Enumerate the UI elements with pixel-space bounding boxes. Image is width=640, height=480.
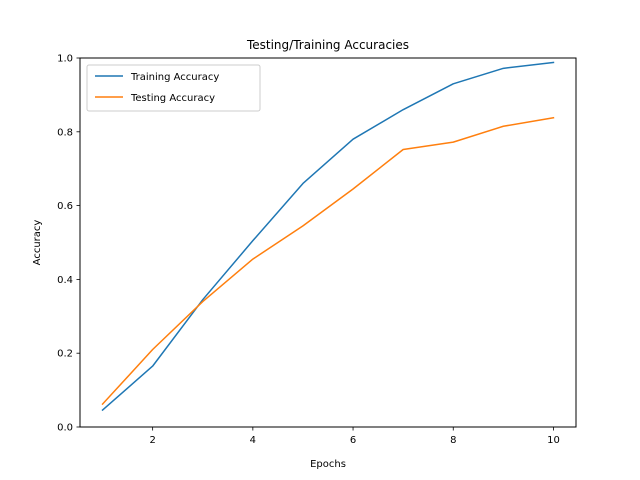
x-axis-label: Epochs: [310, 459, 346, 470]
x-tick-label: 4: [250, 435, 256, 446]
y-axis: 0.0 0.2 0.4 0.6 0.8 1.0: [57, 54, 80, 434]
y-tick-label: 0.0: [57, 423, 73, 434]
y-tick-label: 0.6: [57, 201, 73, 212]
y-tick-label: 0.8: [57, 127, 73, 138]
x-tick-label: 2: [149, 435, 155, 446]
series-line-training: [101, 61, 555, 412]
series-line-testing: [101, 116, 555, 406]
x-tick-label: 8: [450, 435, 456, 446]
y-tick-label: 0.2: [57, 349, 73, 360]
y-axis-label: Accuracy: [32, 220, 43, 266]
legend-label-testing: Testing Accuracy: [130, 93, 215, 104]
y-tick-label: 1.0: [57, 54, 73, 65]
chart-title: Testing/Training Accuracies: [246, 38, 409, 52]
x-tick-label: 6: [350, 435, 356, 446]
x-axis: 2 4 6 8 10: [149, 427, 560, 446]
plot-area: [101, 61, 555, 412]
legend-box: [86, 64, 261, 112]
plot-frame: [79, 57, 577, 428]
y-tick-label: 0.4: [57, 275, 73, 286]
legend: Training Accuracy Testing Accuracy: [86, 64, 261, 112]
x-tick-label: 10: [547, 435, 560, 446]
legend-label-training: Training Accuracy: [130, 72, 219, 83]
